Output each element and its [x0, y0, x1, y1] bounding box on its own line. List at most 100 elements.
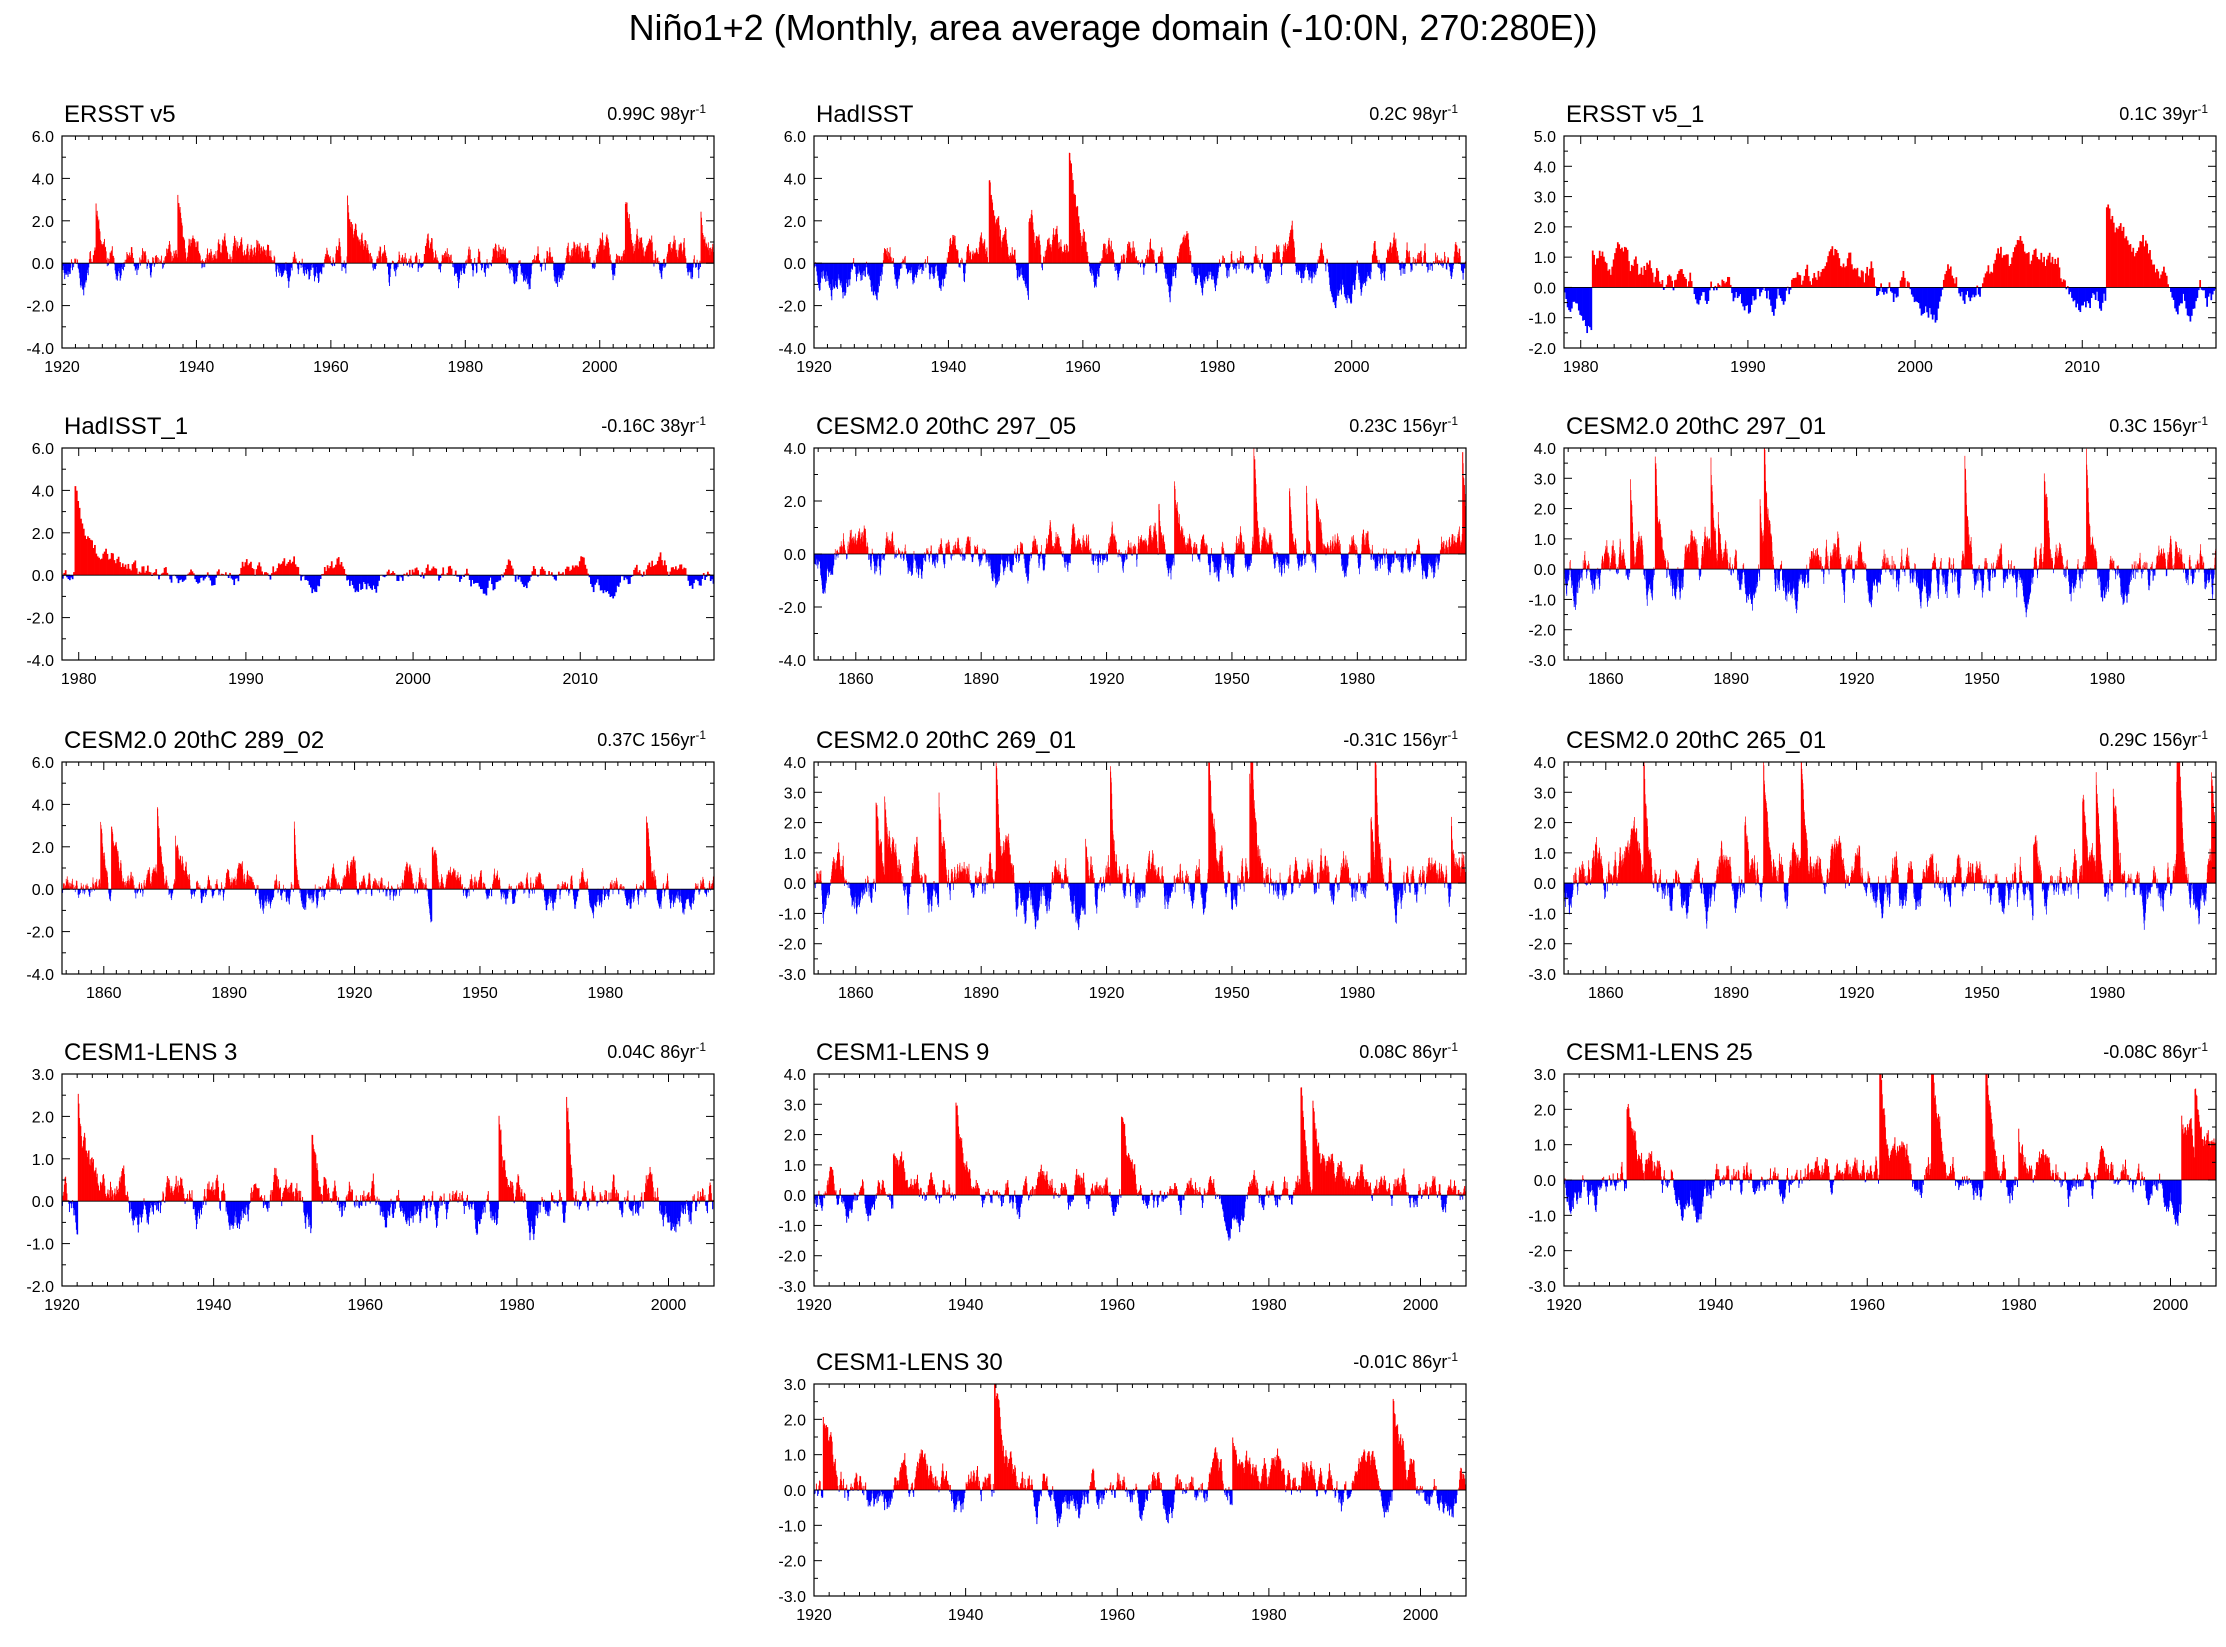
anomaly-bar [524, 263, 526, 281]
anomaly-bar [196, 241, 198, 264]
anomaly-bar [78, 263, 80, 270]
anomaly-bar [960, 549, 961, 554]
anomaly-bar [1076, 207, 1078, 264]
anomaly-bar [907, 263, 909, 273]
anomaly-bar [1380, 263, 1382, 281]
anomaly-bar [162, 263, 164, 268]
anomaly-bar [258, 243, 260, 264]
y-tick-label: -4.0 [26, 341, 54, 358]
anomaly-bar [578, 254, 580, 264]
anomaly-bar [1104, 244, 1106, 264]
anomaly-bar [574, 244, 576, 264]
anomaly-bar [422, 263, 424, 266]
anomaly-bar [659, 263, 661, 270]
x-tick-label: 2000 [1897, 359, 1933, 376]
anomaly-bar [1141, 259, 1143, 264]
anomaly-bar [1097, 263, 1099, 277]
anomaly-bar [655, 250, 657, 264]
anomaly-bar [1146, 257, 1148, 264]
anomaly-bar [1318, 261, 1320, 264]
anomaly-bar [115, 263, 117, 274]
anomaly-bar [1291, 225, 1293, 264]
anomaly-bar [449, 257, 450, 264]
anomaly-bar [1232, 263, 1234, 270]
anomaly-bar [317, 263, 319, 279]
anomaly-bar [335, 253, 337, 264]
anomaly-bar [1350, 263, 1352, 304]
anomaly-bar [553, 263, 555, 277]
anomaly-bar [336, 250, 338, 264]
anomaly-bar [1202, 263, 1204, 288]
anomaly-bar [917, 263, 919, 270]
anomaly-bar [1083, 231, 1085, 264]
anomaly-bar [1444, 256, 1446, 264]
anomaly-bar [1119, 263, 1121, 270]
anomaly-bar [238, 247, 240, 264]
anomaly-bar [440, 263, 442, 267]
anomaly-bar [1323, 255, 1325, 264]
anomaly-bar [1168, 263, 1170, 293]
anomaly-bar [1376, 260, 1378, 264]
anomaly-bar [479, 260, 481, 264]
anomaly-bar [1179, 245, 1181, 264]
anomaly-bar [644, 251, 646, 264]
anomaly-bar [666, 571, 669, 576]
anomaly-bar [1367, 263, 1369, 277]
anomaly-bar [993, 215, 995, 264]
anomaly-bar [488, 263, 490, 265]
anomaly-bar [1378, 259, 1380, 264]
anomaly-bar [645, 249, 647, 264]
anomaly-bar [989, 182, 991, 264]
anomaly-bar [89, 252, 91, 264]
anomaly-bar [1156, 263, 1158, 272]
anomaly-bar [891, 261, 893, 264]
anomaly-bar [1393, 232, 1395, 264]
anomaly-bar [1396, 256, 1398, 264]
anomaly-bar [970, 546, 971, 554]
anomaly-bar [416, 252, 417, 264]
anomaly-bar [1404, 263, 1406, 274]
anomaly-bar [133, 257, 135, 264]
anomaly-bar [597, 253, 599, 264]
anomaly-bar [1671, 280, 1674, 288]
anomaly-bar [349, 221, 351, 264]
anomaly-bar [417, 263, 419, 272]
anomaly-bar [68, 263, 70, 272]
anomaly-bar [272, 260, 274, 264]
anomaly-bar [98, 219, 100, 264]
anomaly-bar [191, 239, 193, 264]
anomaly-bar [1452, 263, 1453, 273]
anomaly-bar [1708, 287, 1711, 291]
anomaly-bar [1339, 263, 1341, 291]
anomaly-bar [1640, 267, 1643, 288]
anomaly-bar [237, 241, 239, 264]
anomaly-bar [1407, 252, 1409, 264]
anomaly-bar [666, 256, 668, 264]
anomaly-bar [1453, 256, 1455, 264]
anomaly-bar [445, 251, 447, 264]
anomaly-bar [607, 239, 609, 264]
anomaly-bar [1454, 244, 1456, 264]
anomaly-bar [154, 263, 156, 265]
anomaly-bar [1309, 263, 1311, 277]
anomaly-bar [695, 263, 697, 265]
anomaly-bar [1098, 263, 1100, 277]
anomaly-bar [1187, 233, 1189, 264]
anomaly-bar [848, 263, 850, 280]
anomaly-bar [1328, 263, 1330, 278]
anomaly-bar [1028, 221, 1030, 264]
anomaly-bar [983, 241, 985, 264]
anomaly-bar [476, 263, 478, 273]
anomaly-bar [1101, 258, 1103, 264]
anomaly-bar [349, 219, 351, 264]
anomaly-bar [1204, 263, 1206, 278]
anomaly-bar [1077, 216, 1079, 264]
anomaly-bar [421, 263, 423, 267]
anomaly-bar [328, 254, 329, 264]
anomaly-bar [1387, 249, 1388, 264]
anomaly-bar [198, 250, 200, 264]
anomaly-bar [916, 263, 918, 275]
anomaly-bar [1878, 287, 1881, 292]
anomaly-bar [636, 234, 638, 264]
anomaly-bar [1112, 251, 1114, 264]
